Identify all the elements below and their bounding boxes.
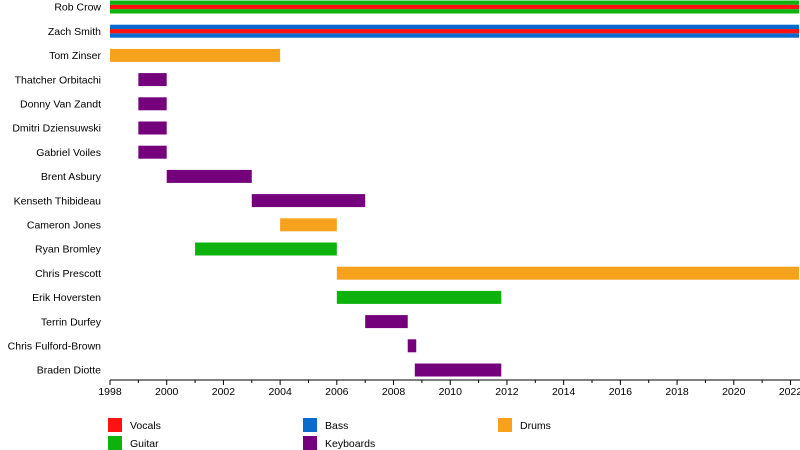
member-bar — [138, 145, 167, 159]
legend-swatch — [303, 418, 317, 432]
legend-swatch — [108, 418, 122, 432]
x-tick-label: 2012 — [495, 386, 519, 398]
x-tick-label: 1998 — [98, 386, 122, 398]
legend-item-keyboards: Keyboards — [303, 436, 375, 450]
bar-segment-keyboards — [138, 145, 167, 159]
bar-segment-keyboards — [365, 315, 408, 329]
member-label: Dmitri Dziensuwski — [12, 123, 101, 135]
bar-segment-keyboards — [251, 194, 366, 208]
bar-segment-keyboards — [138, 121, 167, 135]
bar-segment-keyboards — [414, 363, 502, 377]
member-label: Braden Diotte — [37, 365, 101, 377]
member-label: Cameron Jones — [27, 220, 101, 232]
legend-swatch — [498, 418, 512, 432]
member-label: Chris Prescott — [35, 268, 101, 280]
bar-segment-keyboards — [407, 339, 417, 353]
legend-label: Drums — [520, 420, 551, 432]
member-bar — [251, 194, 366, 208]
member-bar — [195, 242, 337, 256]
legend-swatch — [108, 436, 122, 450]
member-label: Terrin Durfey — [41, 316, 102, 328]
bar-segment-drums — [336, 266, 799, 280]
member-bar — [110, 0, 799, 14]
member-label: Rob Crow — [54, 2, 101, 14]
member-bar — [110, 24, 799, 38]
bar-segment-drums — [280, 218, 337, 232]
member-label: Gabriel Voiles — [36, 147, 101, 159]
legend-label: Vocals — [130, 420, 161, 432]
member-bar — [110, 48, 281, 62]
x-tick-label: 2016 — [609, 386, 633, 398]
member-bar — [138, 97, 167, 111]
member-label: Kenseth Thibideau — [14, 195, 102, 207]
legend-label: Keyboards — [325, 438, 375, 450]
bar-segment-drums — [110, 48, 281, 62]
bars-layer — [110, 0, 799, 377]
member-bar — [407, 339, 417, 353]
legend-swatch — [303, 436, 317, 450]
bar-segment-vocals — [110, 4, 799, 10]
bar-segment-guitar — [195, 242, 337, 256]
x-tick-label: 2022 — [779, 386, 800, 398]
member-labels: Rob Crow Zach Smith Tom Zinser Thatcher Orb… — [8, 2, 102, 377]
member-bar — [280, 218, 337, 232]
member-label: Tom Zinser — [49, 50, 101, 62]
bar-segment-guitar — [110, 0, 799, 5]
member-label: Chris Fulford-Brown — [8, 341, 102, 353]
legend-item-drums: Drums — [498, 418, 551, 432]
legend-item-guitar: Guitar — [108, 436, 159, 450]
member-bar — [414, 363, 502, 377]
member-label: Donny Van Zandt — [20, 99, 101, 111]
member-bar — [365, 315, 408, 329]
x-tick-label: 2020 — [722, 386, 746, 398]
legend: Vocals Bass Drums Guitar Keyboards — [108, 418, 551, 450]
x-tick-label: 2002 — [212, 386, 236, 398]
member-bar — [138, 73, 167, 87]
member-bar — [336, 266, 799, 280]
x-tick-label: 2010 — [439, 386, 463, 398]
x-tick-label: 2000 — [155, 386, 179, 398]
bar-segment-bass — [110, 33, 799, 38]
x-tick-label: 2018 — [665, 386, 689, 398]
bar-segment-keyboards — [138, 73, 167, 87]
member-label: Thatcher Orbitachi — [15, 74, 101, 86]
bar-segment-guitar — [110, 9, 799, 14]
legend-label: Guitar — [130, 438, 159, 450]
x-axis: 1998 2000 2002 2004 2006 2008 2010 2012 2014 2016… — [98, 379, 800, 398]
legend-item-vocals: Vocals — [108, 418, 161, 432]
bar-segment-guitar — [336, 290, 502, 304]
x-tick-label: 2014 — [552, 386, 576, 398]
bar-segment-keyboards — [166, 169, 252, 183]
bar-segment-bass — [110, 24, 799, 30]
x-tick-label: 2004 — [268, 386, 292, 398]
legend-label: Bass — [325, 420, 348, 432]
legend-item-bass: Bass — [303, 418, 348, 432]
member-bar — [138, 121, 167, 135]
member-bar — [336, 290, 502, 304]
member-label: Erik Hoversten — [32, 292, 101, 304]
x-tick-label: 2008 — [382, 386, 406, 398]
x-tick-label: 2006 — [325, 386, 349, 398]
member-label: Ryan Bromley — [35, 244, 102, 256]
bar-segment-keyboards — [138, 97, 167, 111]
bar-segment-vocals — [110, 29, 799, 34]
member-label: Brent Asbury — [41, 171, 102, 183]
member-bar — [166, 169, 252, 183]
member-label: Zach Smith — [48, 26, 101, 38]
